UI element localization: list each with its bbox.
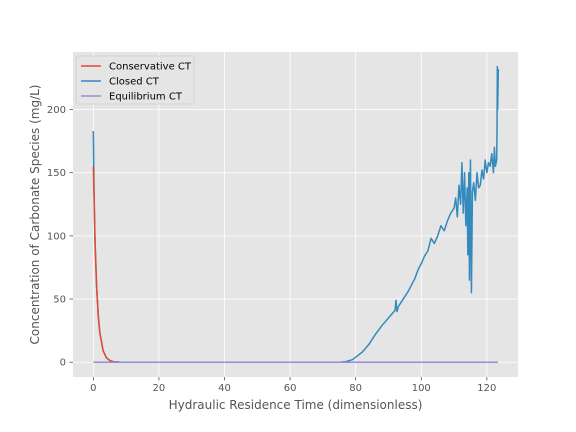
x-tick-label: 100 xyxy=(412,383,431,394)
x-tick-label: 120 xyxy=(477,383,496,394)
x-tick-label: 20 xyxy=(153,383,166,394)
x-tick-label: 40 xyxy=(218,383,231,394)
x-tick-labels: 0 20 40 60 80 100 120 xyxy=(90,377,496,394)
legend-label-closed-ct: Closed CT xyxy=(109,77,160,88)
x-axis-label: Hydraulic Residence Time (dimensionless) xyxy=(169,398,423,412)
y-tick-label: 0 xyxy=(60,358,66,369)
x-tick-label: 60 xyxy=(284,383,297,394)
x-tick-label: 80 xyxy=(349,383,362,394)
legend-label-conservative-ct: Conservative CT xyxy=(109,62,192,73)
legend-box xyxy=(75,55,195,105)
y-tick-label: 150 xyxy=(47,168,66,179)
y-tick-label: 200 xyxy=(47,105,66,116)
series-lines xyxy=(92,65,500,363)
y-tick-labels: 0 50 100 150 200 xyxy=(47,105,73,369)
legend: Conservative CT Closed CT Equilibrium CT xyxy=(75,55,195,105)
y-tick-label: 50 xyxy=(53,295,66,306)
legend-label-equilibrium-ct: Equilibrium CT xyxy=(109,92,183,103)
y-axis-label: Concentration of Carbonate Species (mg/L… xyxy=(28,85,42,345)
plot-background xyxy=(73,52,518,377)
x-tick-label: 0 xyxy=(90,383,96,394)
y-tick-label: 100 xyxy=(47,231,66,242)
